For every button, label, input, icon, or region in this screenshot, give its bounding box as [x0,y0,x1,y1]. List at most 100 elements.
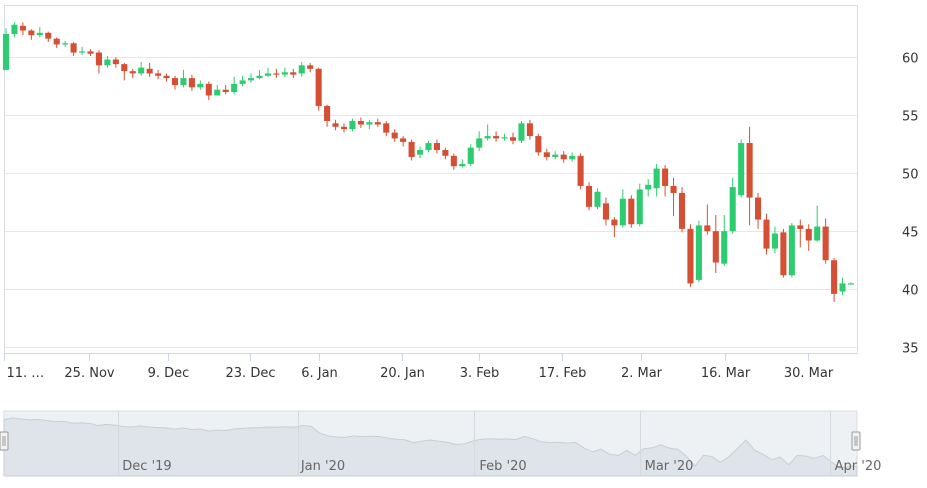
candle[interactable] [19,22,26,36]
candle-body[interactable] [459,163,466,167]
candle-body[interactable] [357,121,364,125]
candle[interactable] [442,147,449,160]
navigator-handle-right[interactable] [851,431,861,451]
candle-body[interactable] [163,75,170,79]
candle[interactable] [53,37,60,48]
candle-body[interactable] [738,143,745,196]
handle-grip[interactable] [851,431,861,451]
candle-body[interactable] [180,78,187,86]
candle-body[interactable] [188,78,195,88]
candle-body[interactable] [518,123,525,141]
candle[interactable] [138,61,145,76]
candle-body[interactable] [374,122,381,125]
candle-body[interactable] [721,231,728,264]
candle-body[interactable] [560,154,567,160]
candle[interactable] [687,224,694,287]
candle[interactable] [738,139,745,198]
candle[interactable] [112,57,119,68]
candle-body[interactable] [780,232,787,276]
candle-body[interactable] [70,43,77,53]
candle[interactable] [70,42,77,57]
candle-body[interactable] [222,89,229,92]
candle[interactable] [526,119,533,140]
candle[interactable] [307,63,314,73]
candle-body[interactable] [552,154,559,157]
candle[interactable] [628,195,635,228]
candle-body[interactable] [695,225,702,280]
candle-body[interactable] [2,34,10,70]
candle[interactable] [417,146,424,159]
candle-body[interactable] [408,141,415,157]
candle-body[interactable] [450,155,457,167]
candle-body[interactable] [281,72,288,75]
candle[interactable] [374,118,381,127]
candle-body[interactable] [805,228,812,241]
candle-body[interactable] [569,155,576,160]
candle[interactable] [121,63,128,81]
candle[interactable] [484,124,491,141]
candle-body[interactable] [543,152,550,157]
candle-body[interactable] [645,184,652,190]
candle[interactable] [636,183,643,227]
candle-body[interactable] [87,51,94,54]
candle[interactable] [704,204,711,235]
candle[interactable] [256,69,263,80]
candle-body[interactable] [433,143,440,150]
candle[interactable] [805,224,812,251]
candle[interactable] [586,182,593,211]
candle-body[interactable] [704,225,711,232]
candle[interactable] [839,277,846,295]
candle[interactable] [797,219,804,248]
candle-body[interactable] [239,80,246,84]
candle[interactable] [248,73,255,83]
candle-body[interactable] [19,25,26,31]
candle[interactable] [569,152,576,162]
candle-body[interactable] [822,226,829,261]
candle-body[interactable] [509,137,517,141]
candle[interactable] [560,151,567,163]
candle-body[interactable] [417,150,424,155]
candle[interactable] [501,133,508,141]
candle-body[interactable] [112,59,119,65]
candle[interactable] [695,220,702,283]
candle-body[interactable] [797,225,804,229]
candle[interactable] [366,119,373,130]
candle[interactable] [552,151,559,160]
candle[interactable] [281,67,288,77]
candle[interactable] [602,197,609,226]
candle[interactable] [180,69,187,88]
candle[interactable] [298,61,305,77]
candle-body[interactable] [290,72,297,75]
candle-body[interactable] [712,231,719,263]
candle-body[interactable] [814,226,821,241]
candle-body[interactable] [104,59,111,66]
candle[interactable] [340,123,348,133]
candle[interactable] [45,31,52,43]
candle-body[interactable] [383,123,390,133]
candle-body[interactable] [729,187,736,232]
candle[interactable] [400,136,407,147]
candle-body[interactable] [687,228,694,284]
candle[interactable] [467,144,474,167]
candle[interactable] [755,192,762,229]
candle-body[interactable] [602,203,609,220]
candle[interactable] [11,22,18,38]
candle-body[interactable] [628,198,635,225]
candle-body[interactable] [248,78,255,81]
candle-body[interactable] [231,83,238,92]
candle-body[interactable] [307,65,314,69]
candle[interactable] [425,140,432,153]
candle[interactable] [146,63,153,77]
navigator-handle-left[interactable] [0,431,9,451]
candle[interactable] [332,119,339,131]
candle-body[interactable] [95,52,102,66]
candle[interactable] [391,129,398,142]
candle[interactable] [493,131,500,142]
candle[interactable] [324,104,331,127]
candle-body[interactable] [535,136,542,153]
candle-body[interactable] [155,73,162,76]
candle[interactable] [222,85,229,95]
candle[interactable] [171,75,179,90]
candle[interactable] [653,163,660,197]
candle-body[interactable] [501,137,508,139]
